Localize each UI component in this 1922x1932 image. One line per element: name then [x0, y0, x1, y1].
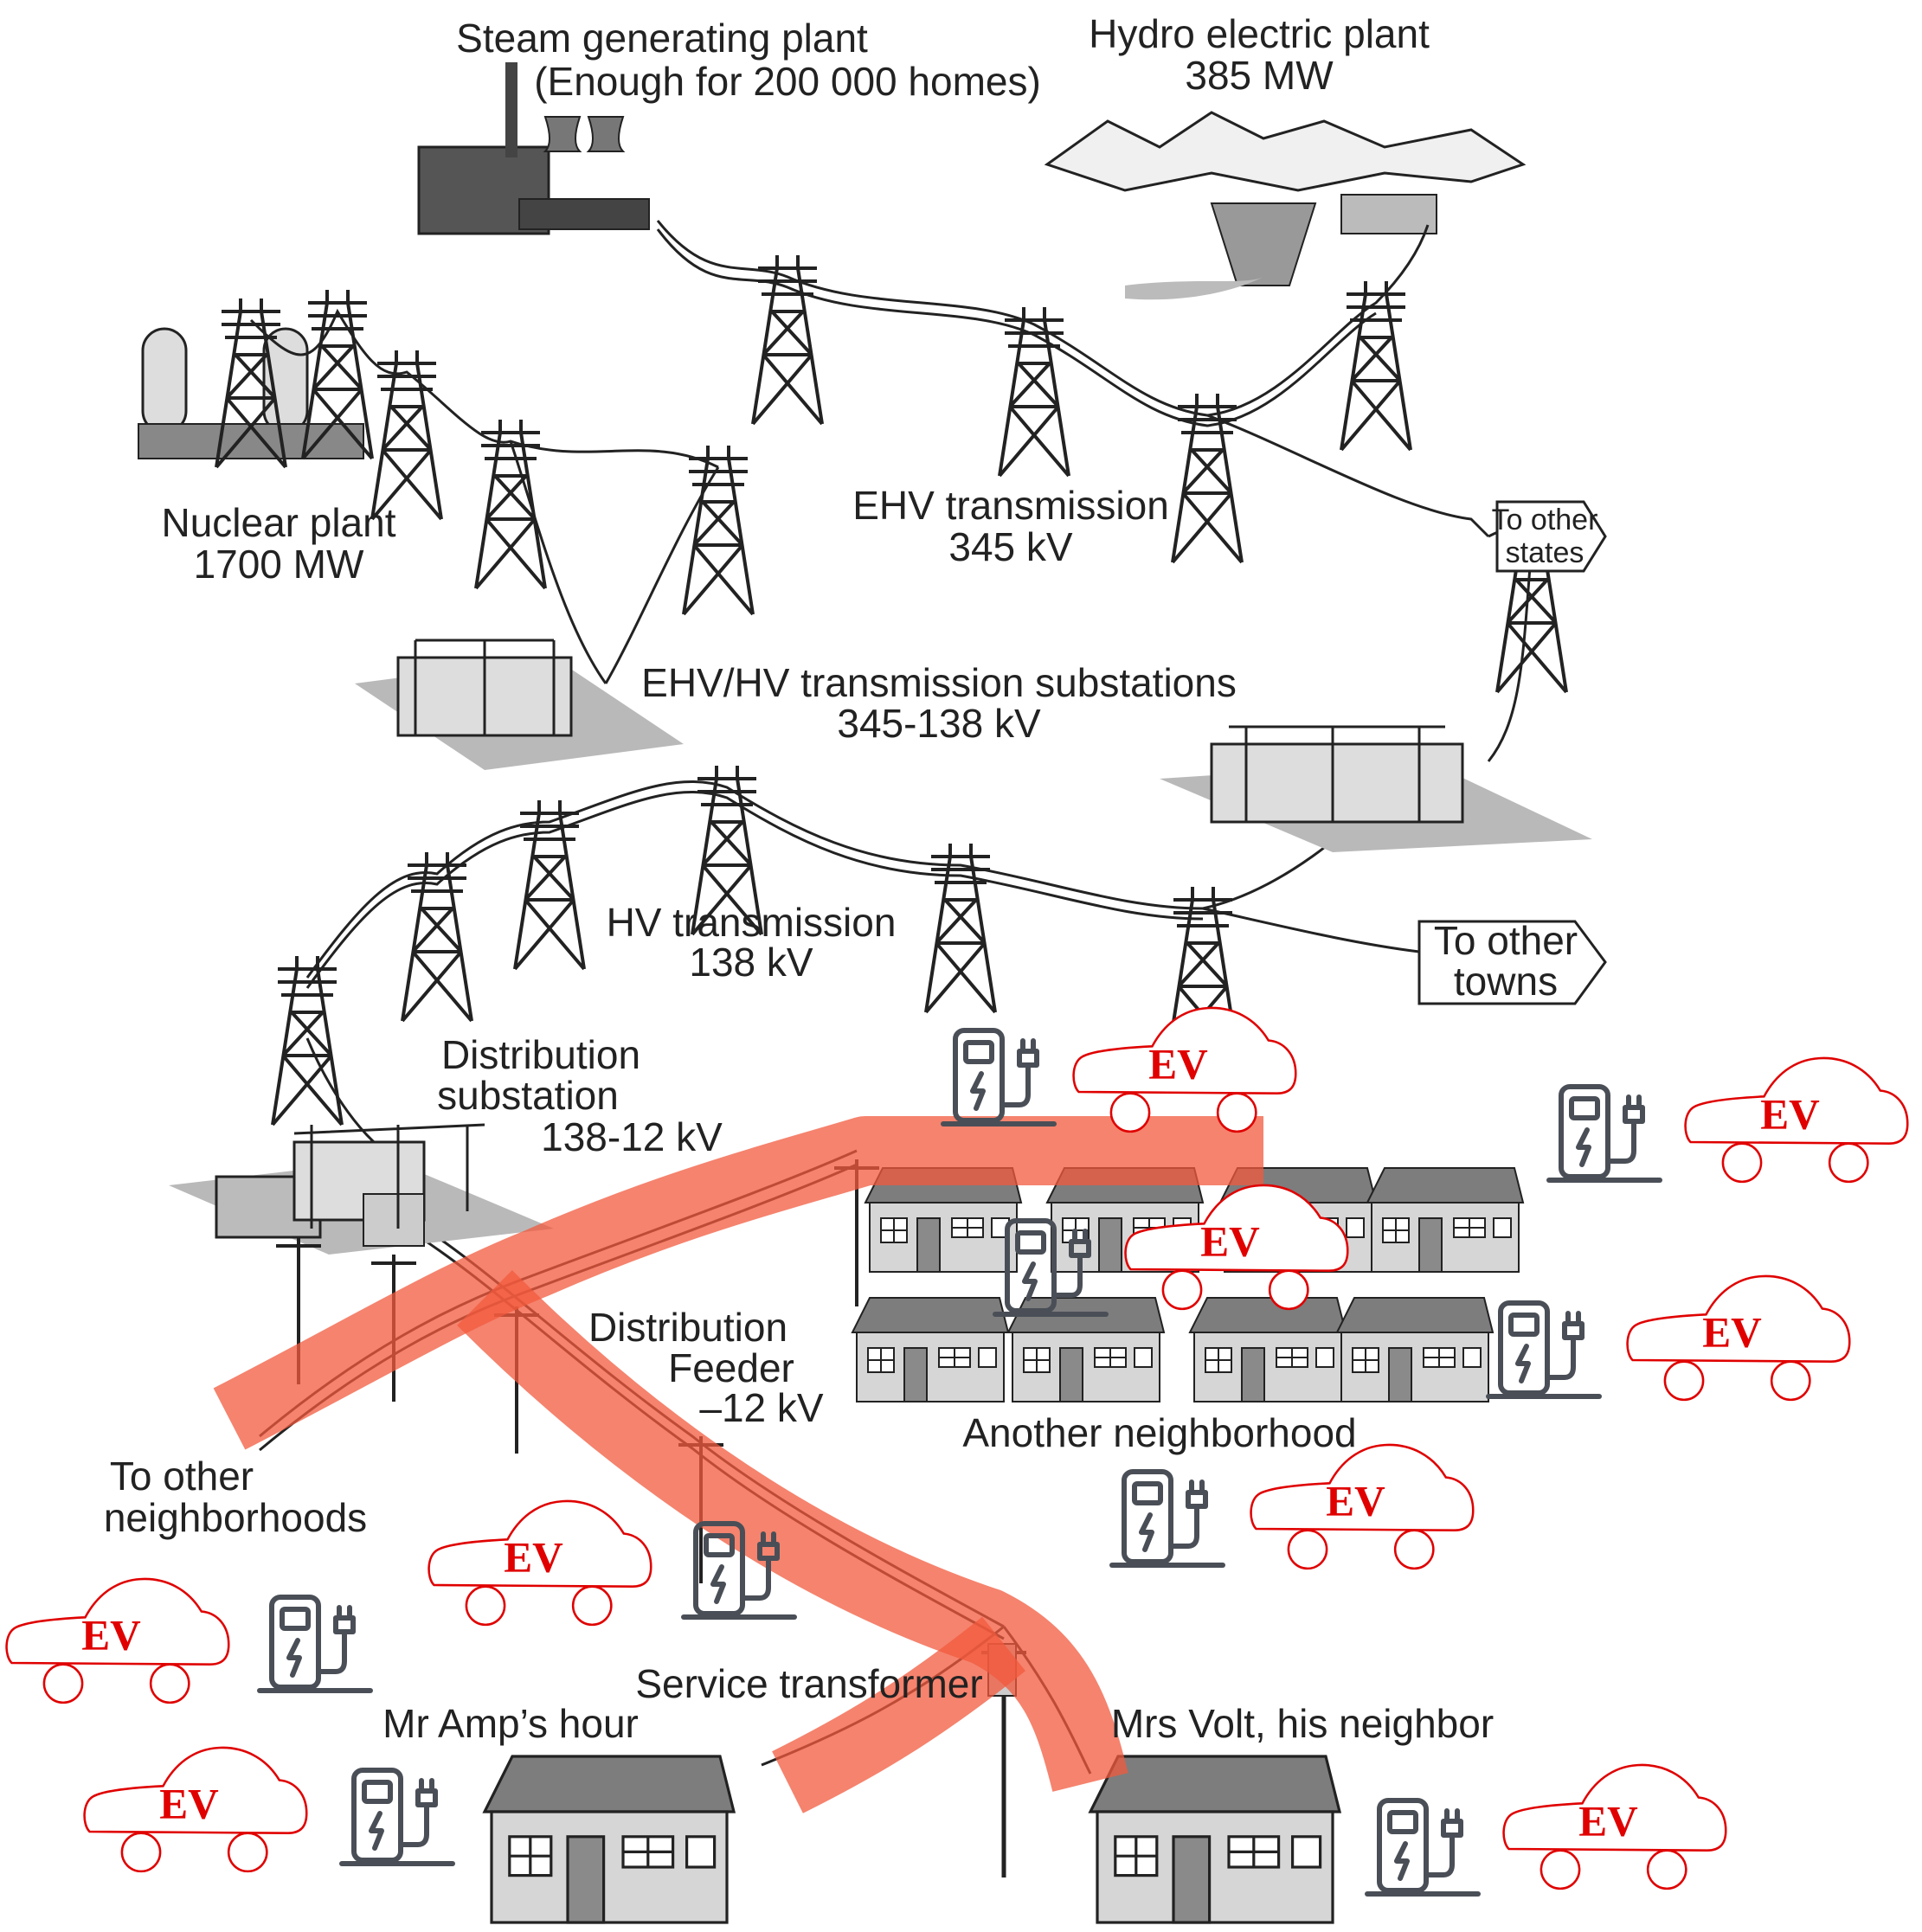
ev-car-label: EV: [1148, 1041, 1208, 1088]
ev-car-label: EV: [1326, 1478, 1385, 1525]
ev-car-label: EV: [159, 1781, 219, 1828]
charging-station-icon: [342, 1770, 453, 1864]
charging-station-icon: [1488, 1303, 1599, 1396]
nuclear-plant: [138, 327, 364, 459]
ehv-hv-substation-right: [1160, 725, 1592, 852]
ev-car: EV: [1072, 1006, 1297, 1133]
hydro-plant-title: Hydro electric plant: [1089, 11, 1430, 56]
to-other-states-arrow: To other states: [1492, 500, 1607, 573]
distribution-substation-voltage: 138-12 kV: [541, 1114, 723, 1159]
distribution-substation-line2: substation: [437, 1073, 619, 1118]
steam-plant-title: Steam generating plant: [456, 16, 868, 61]
charging-station-icon: [1549, 1087, 1660, 1180]
text-labels: Steam generating plant (Enough for 200 0…: [104, 11, 1494, 1746]
ev-car: EV: [1124, 1184, 1349, 1311]
charging-station-icon: [260, 1597, 370, 1691]
to-other-towns-arrow: To other towns: [1417, 918, 1607, 1005]
ev-car-label: EV: [1760, 1091, 1820, 1139]
charging-station-icon: [1367, 1800, 1478, 1894]
distribution-substation-line1: Distribution: [441, 1032, 640, 1077]
substations-title: EHV/HV transmission substations: [641, 660, 1237, 705]
charging-station-icon: [943, 1030, 1054, 1124]
hv-transmission-voltage: 138 kV: [689, 940, 813, 985]
nuclear-plant-title: Nuclear plant: [161, 500, 395, 545]
mrs-volt-label: Mrs Volt, his neighbor: [1111, 1701, 1494, 1746]
ev-car: EV: [1684, 1056, 1909, 1184]
to-other-neighborhoods-line2: neighborhoods: [104, 1495, 367, 1540]
another-neighborhood-label: Another neighborhood: [962, 1410, 1356, 1455]
to-other-neighborhoods-line1: To other: [110, 1454, 254, 1499]
ev-car: EV: [1626, 1274, 1851, 1402]
distribution-feeder-line2: Feeder: [668, 1345, 794, 1390]
steam-plant: [417, 62, 650, 235]
substations-voltage: 345-138 kV: [837, 701, 1041, 746]
hydro-plant: [1044, 111, 1527, 300]
ev-car-label: EV: [81, 1612, 141, 1659]
ev-car: EV: [427, 1499, 652, 1627]
ehv-transmission-title: EHV transmission: [852, 483, 1169, 528]
to-other-states-line1: To other: [1492, 504, 1598, 536]
charging-station-icon: [1112, 1472, 1223, 1565]
steam-plant-subtitle: (Enough for 200 000 homes): [534, 59, 1041, 104]
house-mrs-volt: [1089, 1755, 1341, 1924]
ev-cars: EV EV EV EV EV EV EV EV: [5, 1006, 1909, 1890]
ev-car-label: EV: [1578, 1798, 1638, 1845]
hydro-plant-subtitle: 385 MW: [1185, 53, 1334, 98]
ev-car-label: EV: [1200, 1218, 1260, 1266]
distribution-substation: [169, 1123, 554, 1255]
to-other-states-line2: states: [1506, 536, 1585, 569]
ev-car-label: EV: [504, 1534, 563, 1582]
mr-amp-label: Mr Amp’s hour: [382, 1701, 639, 1746]
ev-car: EV: [5, 1577, 230, 1704]
ev-car: EV: [1502, 1763, 1727, 1890]
feeder-highlight: [213, 1116, 1263, 1813]
distribution-feeder-line1: Distribution: [588, 1305, 787, 1350]
distribution-feeder-voltage: –12 kV: [699, 1385, 824, 1430]
ehv-transmission-voltage: 345 kV: [948, 524, 1073, 569]
ev-car: EV: [1250, 1443, 1475, 1570]
nuclear-plant-subtitle: 1700 MW: [194, 542, 364, 587]
house-mr-amp: [483, 1755, 736, 1924]
service-transformer-label: Service transformer: [635, 1661, 982, 1706]
to-other-towns-line2: towns: [1454, 959, 1558, 1004]
ev-car-label: EV: [1702, 1309, 1762, 1357]
ehv-hv-substation-left: [355, 639, 684, 770]
hv-transmission-title: HV transmission: [607, 900, 897, 945]
to-other-towns-line1: To other: [1434, 918, 1578, 963]
ev-car: EV: [83, 1746, 308, 1873]
